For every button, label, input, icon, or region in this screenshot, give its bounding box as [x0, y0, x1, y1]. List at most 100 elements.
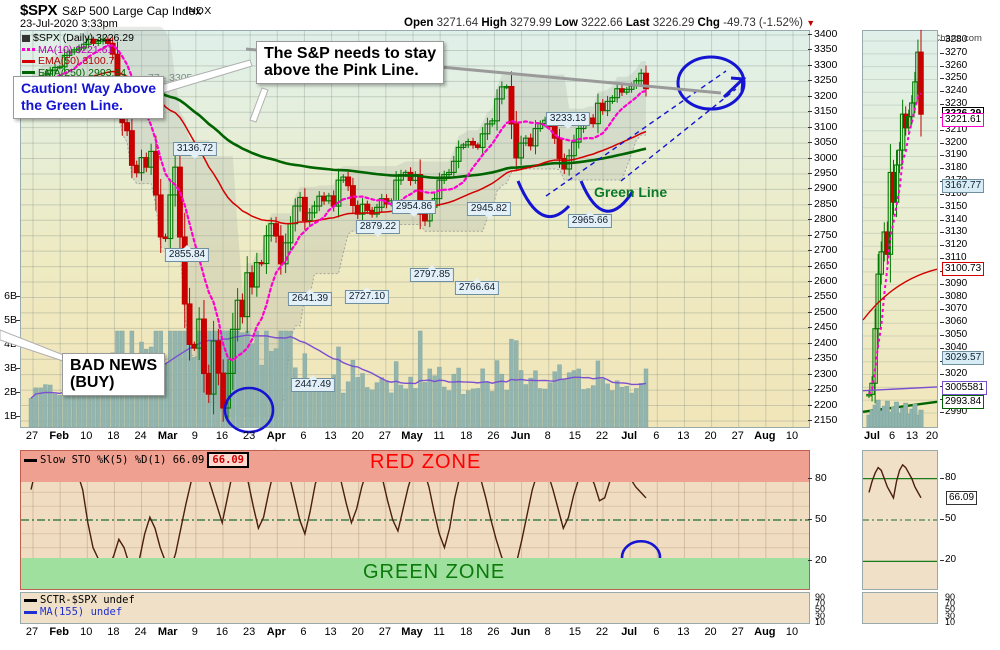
price-axis-tick: 2200	[814, 398, 838, 411]
stochastic-legend: Slow STO %K(5) %D(1) 66.09 66.09	[24, 452, 249, 468]
date-axis-tick: 20	[704, 626, 717, 638]
date-axis-tick: 13	[324, 430, 337, 442]
right-sctr-tick: 90	[945, 592, 956, 602]
date-axis-tick: May	[401, 430, 423, 442]
price-flag: 2727.10	[344, 287, 390, 304]
price-flag: 3136.72	[172, 142, 218, 159]
stochastic-axis: 80 50 20	[808, 450, 852, 590]
price-axis: 3400 3350 3300 3250 3200 3150 3100 3050 3000 2950…	[812, 28, 858, 428]
right-sctr-tick: 10	[945, 616, 956, 627]
volume-axis-tick: 5B	[4, 314, 17, 326]
right-stochastic-plot	[863, 463, 937, 563]
right-price-flag: 3100.73	[942, 262, 985, 277]
date-axis-price: 27 Feb 10 18 24 Mar 9 16 23 Apr 6 13 20 27 May 11 18 26 Ju…	[20, 429, 810, 446]
ma10-swatch-icon	[22, 48, 35, 52]
price-flag: 2879.22	[355, 220, 401, 237]
date-axis-tick: 18	[460, 430, 473, 442]
legend-ma10-text: MA(10) 3221.61	[38, 43, 114, 56]
price-axis-tick: 3100	[814, 120, 838, 133]
sctr-pane[interactable]	[20, 592, 810, 624]
right-price-flag: 3005581	[942, 380, 987, 395]
legend-row-ma10: MA(10) 3221.61	[22, 43, 134, 57]
right-stochastic-axis: 80 50 20	[940, 450, 1000, 590]
right-price-flag: 2993.84	[942, 395, 985, 410]
sctr-legend: SCTR-$SPX undef MA(155) undef	[24, 594, 135, 618]
date-axis-tick: Jun	[510, 626, 531, 638]
date-axis-tick: Mar	[157, 626, 178, 638]
right-stochastic-pane[interactable]	[862, 450, 938, 590]
symbol-exchange: INDX	[185, 5, 212, 17]
price-axis-tick: 2150	[814, 414, 838, 426]
price-axis-tick: 3350	[814, 43, 838, 56]
red-zone-label: RED ZONE	[370, 451, 482, 473]
ma155-swatch-icon	[24, 610, 37, 614]
date-axis-tick: 8	[544, 626, 551, 638]
stochastic-axis-tick: 20	[815, 554, 827, 567]
right-date-tick: 20	[925, 430, 939, 442]
date-axis-tick: 26	[487, 430, 500, 442]
price-axis-tick: 3200	[814, 89, 838, 102]
date-axis-tick: 10	[785, 626, 799, 638]
price-axis-tick: 2300	[814, 367, 838, 380]
price-axis-tick: 2600	[814, 275, 838, 288]
volume-axis-tick: 3B	[4, 362, 17, 374]
date-axis-tick: 18	[107, 626, 120, 638]
last-value: 3226.29	[652, 17, 695, 29]
right-axis-tick: 3040	[945, 341, 968, 353]
candlestick-icon	[22, 34, 30, 42]
volume-axis-tick: 1B	[4, 410, 17, 422]
price-axis-tick: 2650	[814, 259, 838, 272]
date-axis-tick: Aug	[754, 626, 776, 638]
right-axis-tick: 3260	[945, 59, 968, 71]
down-arrow-icon: ▼	[806, 18, 816, 28]
sctr-axis-tick: 90	[815, 592, 826, 602]
bad-news-callout: BAD NEWS (BUY)	[62, 353, 166, 396]
date-axis-tick: 24	[134, 430, 147, 442]
date-axis-tick: 27	[731, 626, 744, 638]
right-axis-tick: 3120	[945, 239, 968, 251]
price-axis-tick: 2450	[814, 321, 838, 334]
right-sto-value-flag: 66.09	[946, 490, 978, 505]
right-axis-tick: 3190	[945, 149, 968, 161]
stochastic-pane[interactable]	[20, 450, 810, 590]
right-sctr-pane[interactable]	[862, 592, 938, 624]
date-axis-tick: 20	[351, 626, 364, 638]
price-axis-tick: 2350	[814, 352, 838, 365]
legend-row-ema50: EMA(50) 3100.73	[22, 55, 134, 68]
price-axis-ticks	[808, 30, 813, 428]
price-axis-tick: 3250	[814, 74, 838, 87]
price-label-flags: 3136.722855.842641.392447.492191.862727.…	[20, 30, 810, 465]
right-axis-tick: 2990	[945, 406, 968, 417]
price-axis-tick: 2250	[814, 383, 838, 396]
date-axis-tick: 18	[460, 626, 473, 638]
right-axis-tick: 3020	[945, 367, 968, 379]
price-flag: 2447.49	[290, 375, 336, 392]
date-axis-tick: 6	[653, 430, 660, 442]
date-axis-tick: 15	[568, 430, 581, 442]
right-sto-tick: 80	[945, 471, 957, 483]
right-sto-tick: 20	[945, 554, 957, 566]
sctr-swatch-icon	[24, 598, 37, 602]
price-flag: 2965.66	[567, 211, 613, 228]
sp-pink-line-callout: The S&P needs to stay above the Pink Lin…	[256, 41, 445, 84]
volume-axis-tick: 6B	[4, 290, 17, 302]
right-price-pane[interactable]	[862, 29, 938, 428]
sctr-axis-tick: 10	[815, 616, 826, 627]
date-axis-tick: 27	[731, 430, 744, 442]
price-flag: 2945.82	[466, 202, 512, 219]
stochastic-legend-text: Slow STO %K(5) %D(1) 66.09	[40, 454, 205, 466]
right-axis-tick: 3160	[945, 187, 968, 199]
date-axis-tick: 27	[378, 430, 391, 442]
stochastic-axis-tick: 80	[815, 471, 827, 484]
price-flag: 2954.86	[391, 200, 437, 217]
date-axis-tick: 22	[595, 626, 609, 638]
green-line-label: Green Line	[594, 184, 668, 200]
open-label: Open	[404, 17, 434, 29]
date-axis-tick: 6	[653, 626, 660, 638]
date-axis-tick: Apr	[266, 430, 286, 442]
date-axis-tick: 13	[677, 626, 690, 638]
right-axis-tick: 3210	[945, 123, 968, 135]
date-axis-tick: 23	[243, 430, 256, 442]
legend-ema250-text: EMA(250) 2993.84	[38, 66, 127, 79]
right-axis-tick: 3240	[945, 85, 968, 97]
